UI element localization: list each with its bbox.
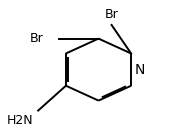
Text: Br: Br bbox=[29, 32, 43, 45]
Text: Br: Br bbox=[105, 8, 118, 21]
Text: N: N bbox=[134, 63, 145, 77]
Text: H2N: H2N bbox=[7, 114, 33, 127]
